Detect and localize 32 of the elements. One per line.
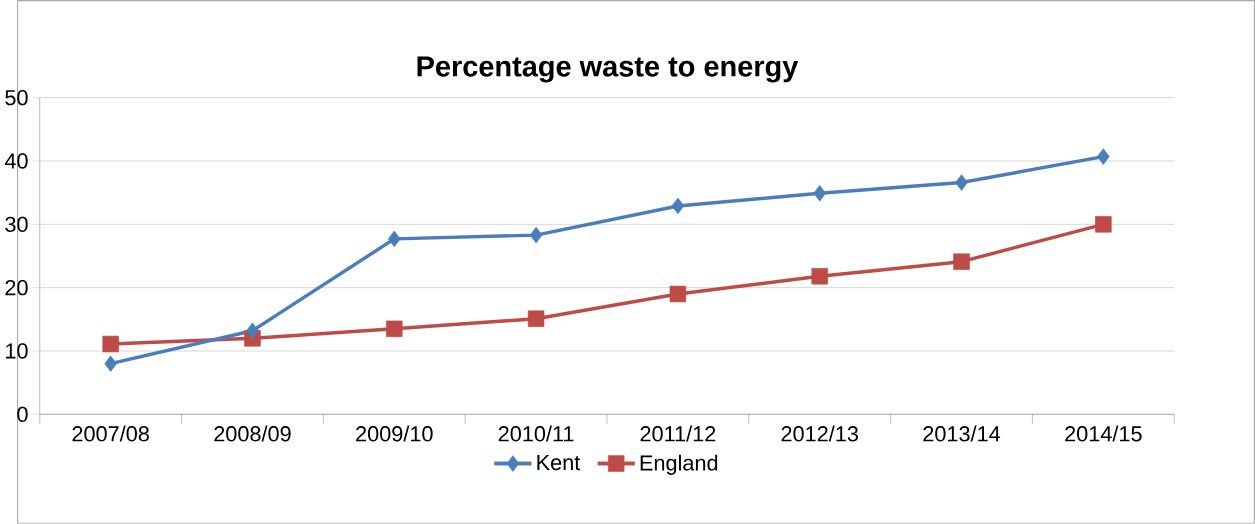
- y-tick-label: 50: [5, 90, 28, 106]
- chart-title: Percentage waste to energy: [417, 56, 799, 83]
- x-tick-label: 2012/13: [781, 425, 858, 442]
- y-tick-label: 0: [17, 406, 28, 423]
- x-tick-label: 2009/10: [356, 425, 433, 442]
- y-tick-label: 30: [5, 216, 28, 233]
- point: [813, 185, 826, 202]
- x-tick-label: 2008/09: [214, 425, 291, 442]
- legend-label: Kent: [537, 455, 581, 471]
- point: [671, 197, 685, 215]
- point: [955, 174, 968, 191]
- x-tick-label: 2014/15: [1065, 425, 1142, 442]
- point: [1097, 148, 1110, 165]
- point: [102, 335, 119, 353]
- x-tick-label: 2010/11: [498, 425, 574, 442]
- legend-label: England: [640, 454, 718, 475]
- point: [529, 226, 543, 244]
- x-tick-label: 2007/08: [72, 425, 149, 442]
- x-tick-label: 2011/12: [640, 425, 716, 442]
- point: [527, 310, 545, 327]
- point: [246, 322, 259, 340]
- y-tick-label: 40: [4, 153, 28, 169]
- y-tick-label: 10: [6, 343, 28, 359]
- point: [811, 268, 828, 285]
- point: [669, 285, 687, 303]
- point: [104, 355, 117, 372]
- point: [386, 320, 403, 338]
- y-tick-label: 20: [5, 280, 28, 296]
- point: [953, 253, 970, 270]
- point: [1095, 216, 1112, 233]
- point: [388, 230, 401, 248]
- x-tick-label: 2013/14: [923, 425, 1001, 442]
